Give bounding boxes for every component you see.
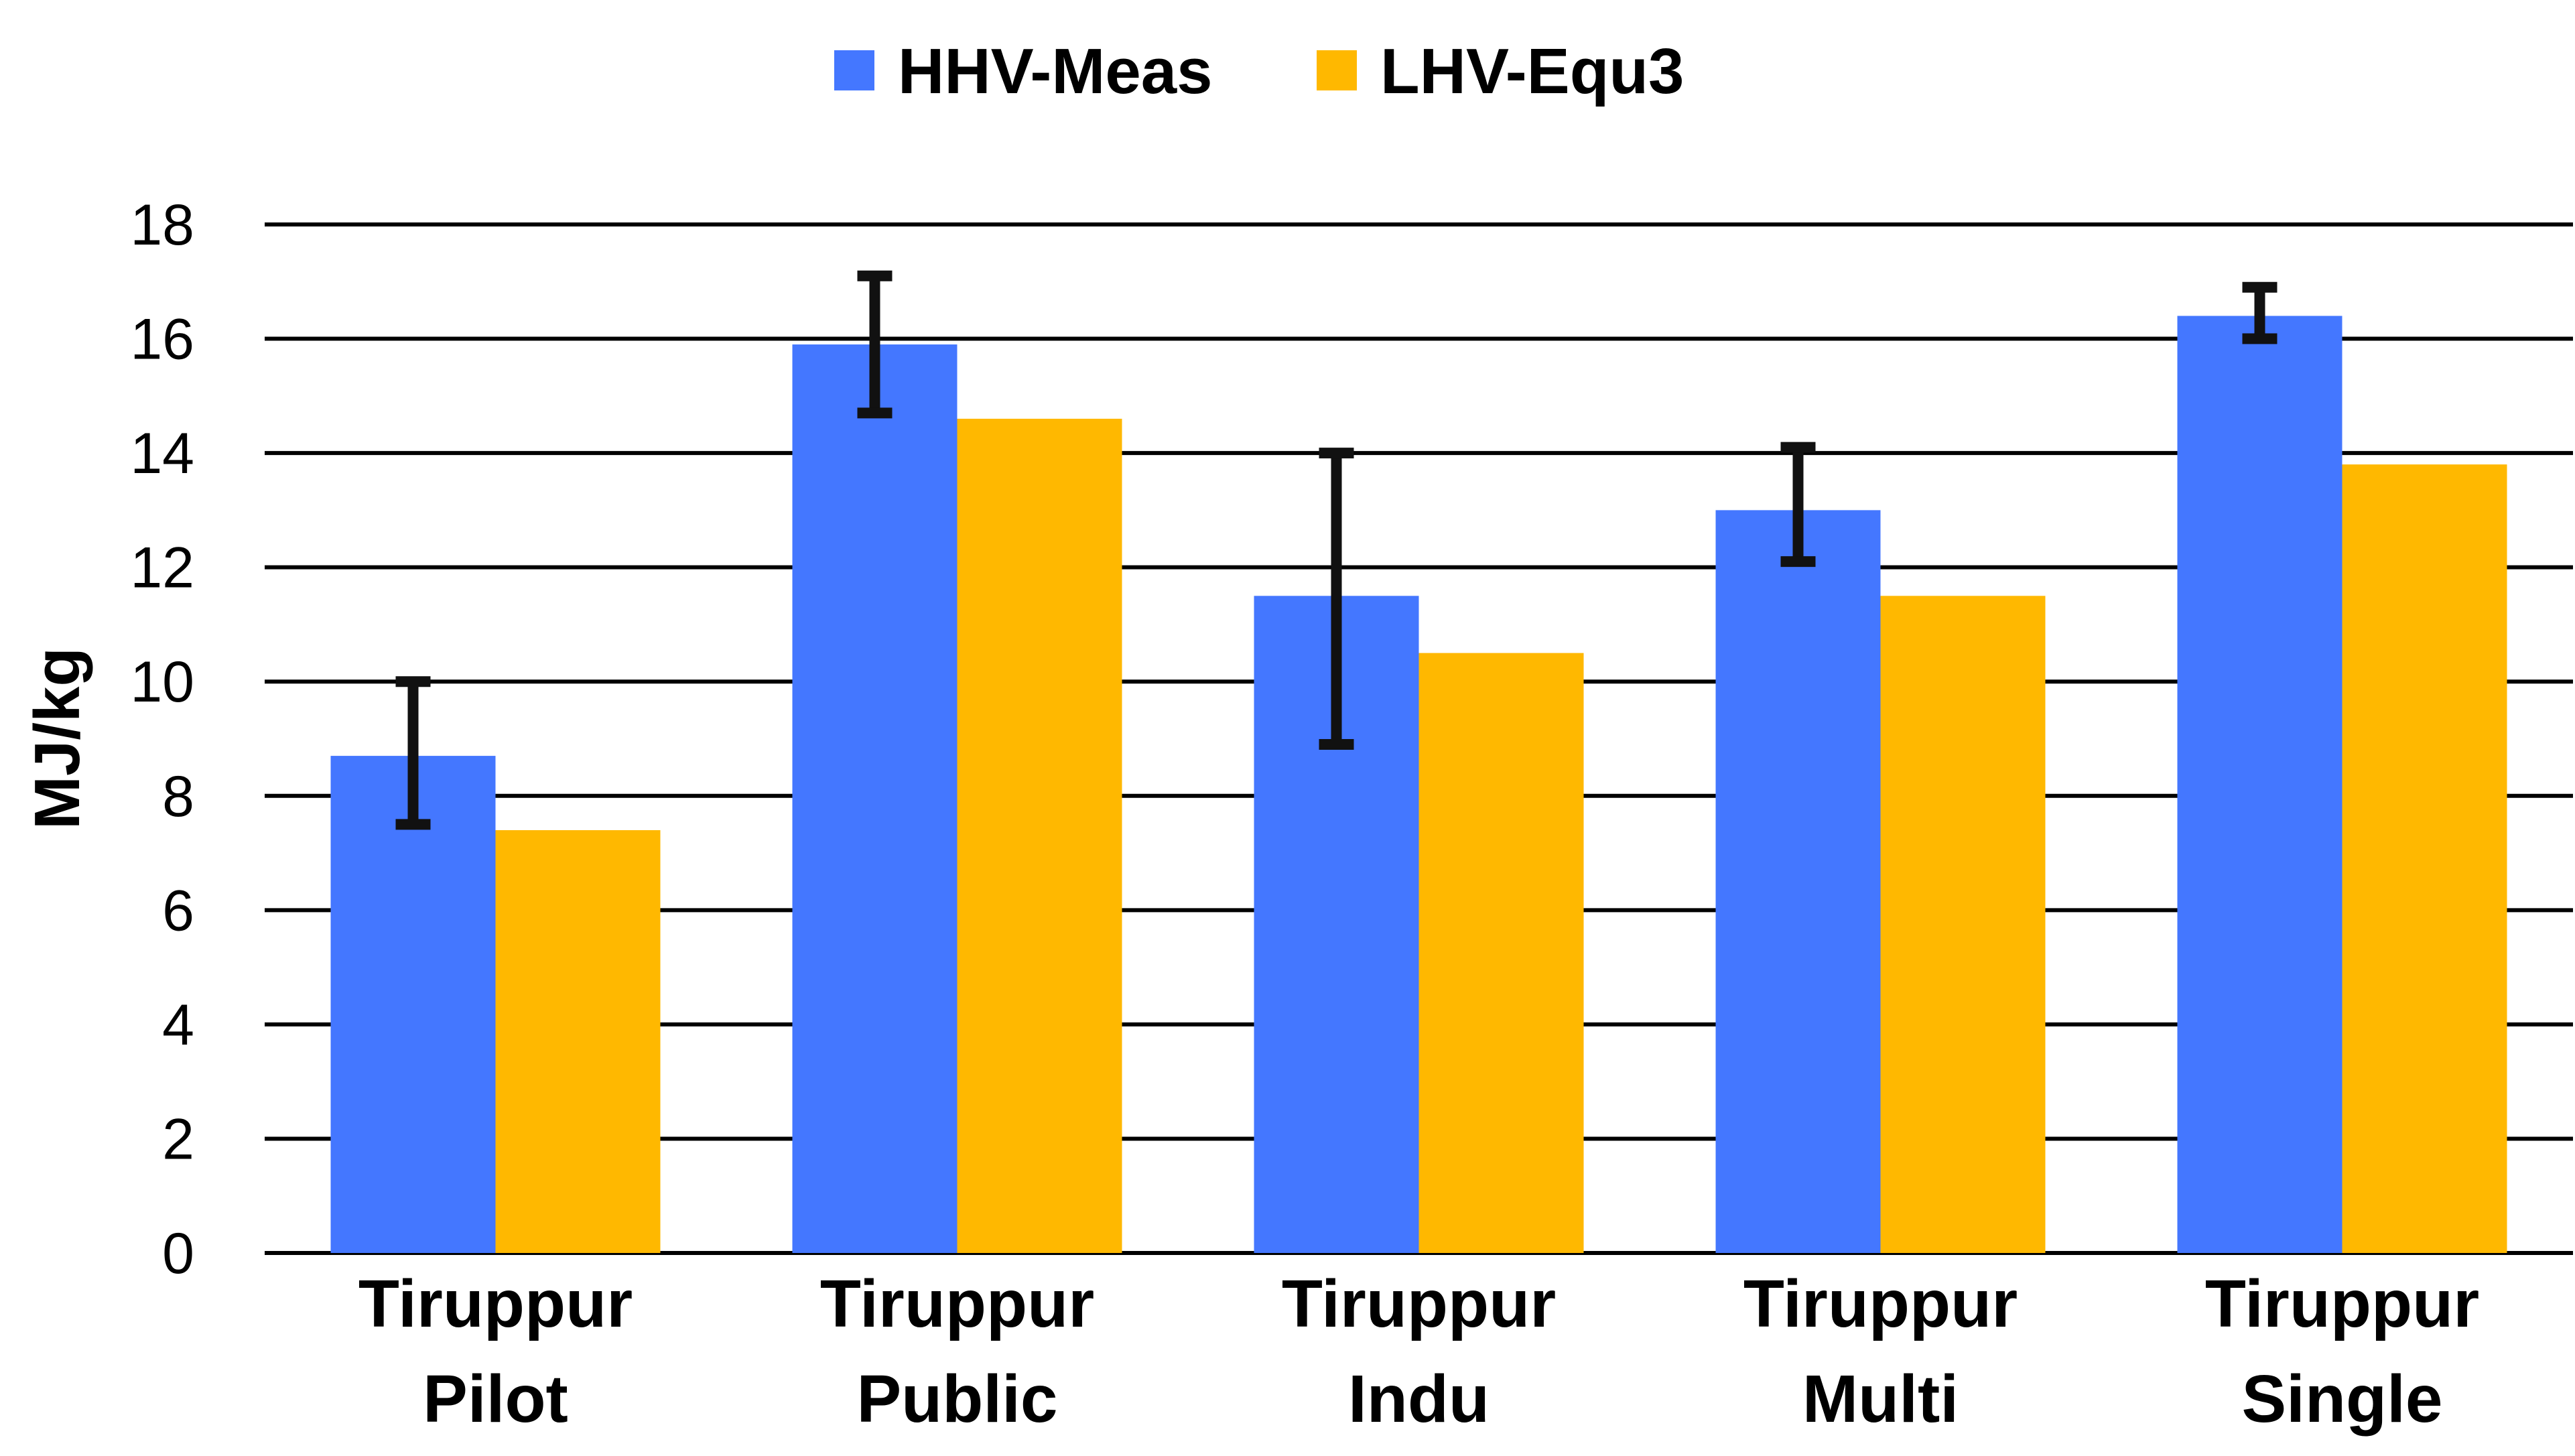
bar-hhv-meas bbox=[1715, 510, 1881, 1253]
x-category-label: Tiruppur bbox=[1743, 1266, 2018, 1341]
legend-item: HHV-Meas bbox=[834, 36, 1213, 107]
y-tick-label: 8 bbox=[162, 765, 194, 829]
error-bar bbox=[1319, 448, 1354, 750]
y-tick-label: 4 bbox=[162, 993, 194, 1057]
error-bars bbox=[395, 270, 2277, 830]
bar-hhv-meas bbox=[2177, 316, 2342, 1253]
y-tick-label: 18 bbox=[130, 193, 194, 257]
x-category-label: Public bbox=[856, 1362, 1057, 1437]
legend-item: LHV-Equ3 bbox=[1317, 36, 1684, 107]
x-category-label: Tiruppur bbox=[820, 1266, 1094, 1341]
x-category-label: Tiruppur bbox=[1282, 1266, 1556, 1341]
y-tick-label: 16 bbox=[130, 308, 194, 372]
legend: HHV-Meas LHV-Equ3 bbox=[834, 36, 1684, 107]
bar-lhv-equ3 bbox=[957, 418, 1122, 1253]
bar-lhv-equ3 bbox=[2342, 464, 2507, 1253]
y-tick-label: 6 bbox=[162, 878, 194, 943]
x-category-label: Tiruppur bbox=[2205, 1266, 2479, 1341]
bar-lhv-equ3 bbox=[1418, 653, 1584, 1253]
x-category-label: Tiruppur bbox=[358, 1266, 633, 1341]
legend-swatch bbox=[834, 50, 874, 90]
error-bar bbox=[1780, 442, 1816, 568]
x-category-label: Indu bbox=[1348, 1362, 1490, 1437]
legend-label: HHV-Meas bbox=[898, 36, 1213, 107]
x-category-label: Multi bbox=[1802, 1362, 1959, 1437]
x-axis-categories: Tiruppur Pilot Tiruppur Public Tiruppur Indu T… bbox=[358, 1266, 2479, 1437]
error-bar bbox=[395, 676, 431, 830]
x-category-label: Pilot bbox=[423, 1362, 568, 1437]
y-axis-ticks: 0 2 4 6 8 10 12 14 16 18 bbox=[130, 193, 194, 1286]
y-tick-label: 14 bbox=[130, 421, 194, 486]
bar-hhv-meas bbox=[330, 756, 496, 1253]
bars bbox=[330, 316, 2507, 1254]
y-tick-label: 2 bbox=[162, 1107, 194, 1171]
y-tick-label: 0 bbox=[162, 1221, 194, 1286]
error-bar bbox=[857, 270, 893, 419]
y-axis-label: MJ/kg bbox=[21, 647, 93, 830]
bar-hhv-meas bbox=[792, 344, 958, 1254]
legend-swatch bbox=[1317, 50, 1357, 90]
y-tick-label: 12 bbox=[130, 536, 194, 600]
legend-label: LHV-Equ3 bbox=[1380, 36, 1684, 107]
y-tick-label: 10 bbox=[130, 650, 194, 714]
bar-lhv-equ3 bbox=[495, 830, 661, 1253]
x-category-label: Single bbox=[2241, 1362, 2442, 1437]
error-bar bbox=[2242, 281, 2277, 344]
bar-lhv-equ3 bbox=[1880, 596, 2046, 1253]
